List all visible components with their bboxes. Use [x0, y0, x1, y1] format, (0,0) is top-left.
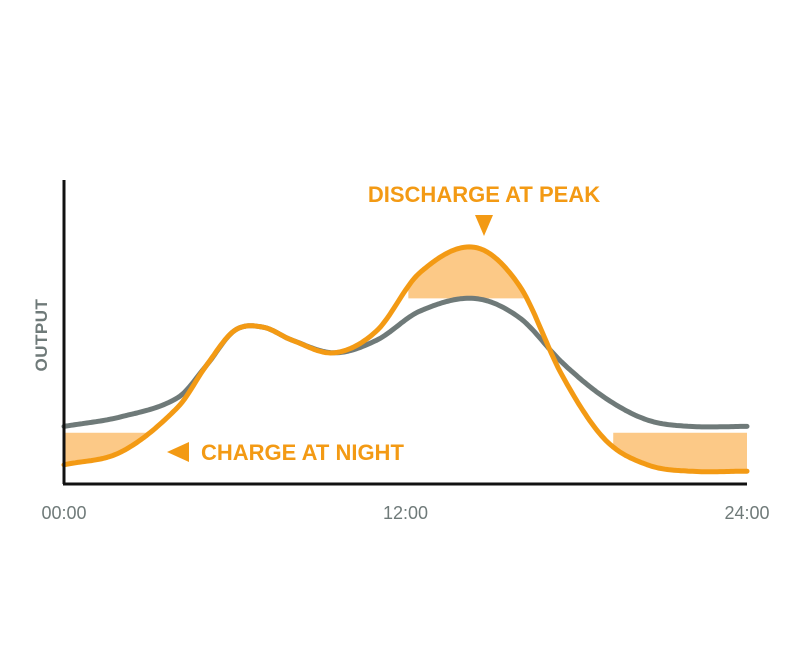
x-tick-label: 12:00	[383, 503, 428, 523]
shaded-region-1	[408, 246, 545, 299]
y-axis-title: OUTPUT	[32, 298, 51, 371]
charge-arrow-icon	[167, 442, 189, 462]
x-tick-label: 24:00	[724, 503, 769, 523]
series-line-orange	[61, 244, 750, 475]
x-tick-labels: 00:00 12:00 24:00	[41, 503, 769, 523]
series-lines	[61, 244, 750, 475]
charge-annotation-label: CHARGE AT NIGHT	[201, 440, 404, 465]
series-line-grey	[61, 295, 750, 430]
discharge-arrow-icon	[475, 215, 493, 236]
x-tick-label: 00:00	[41, 503, 86, 523]
shaded-region-2	[613, 432, 747, 472]
shaded-regions	[64, 246, 747, 472]
discharge-annotation-label: DISCHARGE AT PEAK	[368, 182, 600, 207]
